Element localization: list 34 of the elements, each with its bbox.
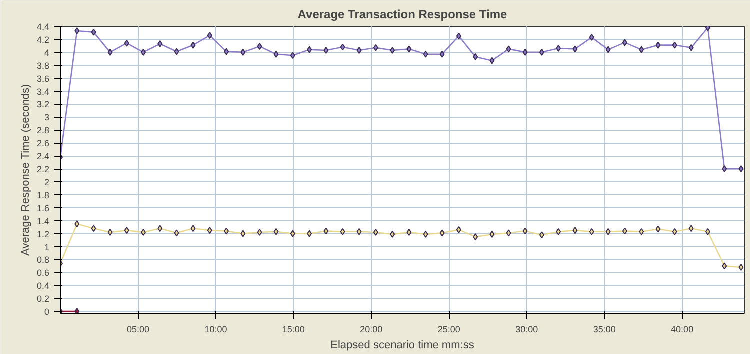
y-tick-label: 4 — [44, 48, 50, 58]
y-tick-label: 0.2 — [36, 294, 50, 304]
y-tick-label: 0.4 — [36, 281, 50, 292]
y-tick-label: 3.6 — [36, 74, 50, 84]
x-tick-label: 35:00 — [593, 324, 616, 334]
y-tick-label: 1.2 — [36, 229, 50, 240]
y-tick-label: 0.8 — [36, 255, 50, 266]
y-tick-label: 2.8 — [36, 126, 50, 136]
y-tick-label: 1 — [44, 242, 50, 252]
y-tick-label: 4.2 — [36, 34, 50, 45]
y-tick-label: 3.8 — [36, 60, 50, 71]
x-tick-label: 05:00 — [126, 324, 150, 334]
x-tick-label: 30:00 — [516, 324, 538, 334]
x-tick-label: 40:00 — [671, 324, 694, 334]
y-tick-label: 1.8 — [36, 190, 50, 200]
y-tick-label: 1.4 — [36, 216, 50, 226]
y-tick-label: 0.6 — [36, 268, 50, 278]
y-tick-label: 0 — [44, 307, 50, 318]
y-tick-label: 2.2 — [36, 164, 50, 175]
y-tick-label: 2.4 — [36, 152, 50, 162]
chart-title: Average Transaction Response Time — [298, 8, 508, 22]
y-axis-title: Average Response Time (seconds) — [20, 84, 32, 256]
x-tick-label: 20:00 — [360, 324, 383, 334]
x-axis-title: Elapsed scenario time mm:ss — [330, 340, 475, 352]
y-tick-label: 3.4 — [36, 86, 50, 97]
x-tick-label: 10:00 — [204, 324, 228, 334]
y-tick-label: 3.2 — [36, 100, 50, 110]
y-tick-label: 2 — [44, 177, 50, 188]
x-tick-label: 25:00 — [438, 324, 460, 334]
y-tick-label: 2.6 — [36, 138, 50, 149]
y-tick-label: 4.4 — [36, 22, 50, 32]
y-tick-label: 1.6 — [36, 203, 50, 214]
y-tick-label: 3 — [44, 112, 50, 123]
x-tick-label: 15:00 — [282, 324, 305, 334]
